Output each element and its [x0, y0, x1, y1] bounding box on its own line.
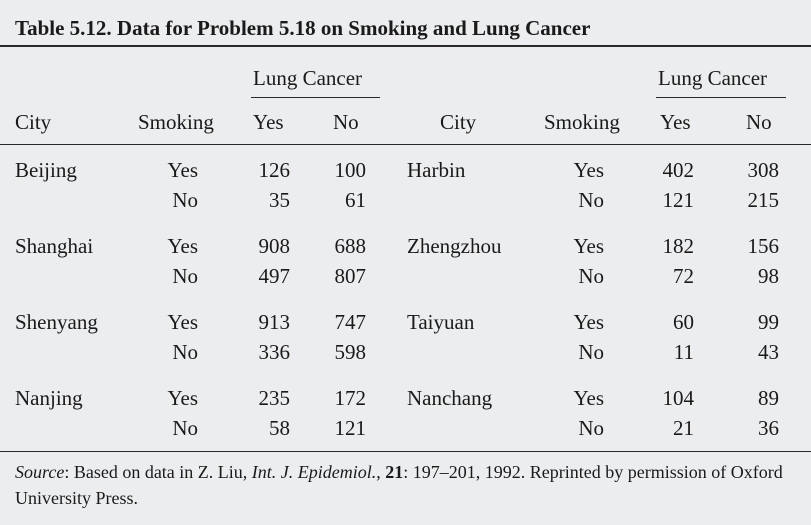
source-note: Source: Based on data in Z. Liu, Int. J.… — [15, 459, 803, 511]
city-name: Taiyuan — [407, 310, 475, 334]
lung-cancer-no-count: 89 — [758, 386, 779, 410]
smoking-value: Yes — [167, 158, 198, 182]
lung-cancer-yes-count: 21 — [673, 416, 694, 440]
lung-cancer-no-count: 308 — [747, 158, 780, 182]
lung-cancer-no-count: 172 — [334, 386, 367, 410]
table-title: Table 5.12. Data for Problem 5.18 on Smo… — [15, 16, 591, 40]
lung-cancer-no-count: 807 — [334, 264, 367, 288]
city-name: Shenyang — [15, 310, 98, 334]
city-name: Zhengzhou — [407, 234, 502, 258]
smoking-value: No — [172, 340, 198, 364]
column-smoking-right: Smoking — [544, 110, 620, 134]
smoking-value: Yes — [573, 386, 604, 410]
source-volume: 21 — [385, 462, 404, 482]
lung-cancer-yes-count: 121 — [662, 188, 695, 212]
lung-cancer-yes-count: 11 — [673, 340, 694, 364]
lung-cancer-yes-count: 235 — [258, 386, 291, 410]
lung-cancer-no-count: 43 — [758, 340, 779, 364]
city-name: Harbin — [407, 158, 466, 182]
smoking-value: No — [172, 188, 198, 212]
smoking-value: Yes — [573, 310, 604, 334]
lung-cancer-no-count: 688 — [334, 234, 367, 258]
column-no-left: No — [333, 110, 359, 134]
city-name: Nanjing — [15, 386, 83, 410]
lung-cancer-yes-count: 58 — [269, 416, 290, 440]
column-yes-left: Yes — [253, 110, 284, 134]
lung-cancer-no-count: 99 — [758, 310, 779, 334]
lung-cancer-no-count: 215 — [747, 188, 780, 212]
lung-cancer-yes-count: 908 — [258, 234, 291, 258]
lung-cancer-underline-right — [656, 97, 786, 98]
city-name: Beijing — [15, 158, 77, 182]
lung-cancer-no-count: 598 — [334, 340, 367, 364]
lung-cancer-yes-count: 336 — [258, 340, 291, 364]
lung-cancer-yes-count: 497 — [258, 264, 291, 288]
city-name: Shanghai — [15, 234, 94, 258]
lung-cancer-yes-count: 126 — [258, 158, 291, 182]
column-city-left: City — [15, 110, 52, 134]
lung-cancer-underline-left — [251, 97, 380, 98]
column-smoking-left: Smoking — [138, 110, 214, 134]
lung-cancer-yes-count: 72 — [673, 264, 694, 288]
lung-cancer-no-count: 98 — [758, 264, 779, 288]
bottom-rule — [0, 451, 811, 452]
smoking-value: Yes — [573, 158, 604, 182]
lung-cancer-no-count: 61 — [345, 188, 366, 212]
smoking-value: Yes — [167, 234, 198, 258]
lung-cancer-no-count: 100 — [334, 158, 367, 182]
source-label: Source — [15, 462, 65, 482]
smoking-value: No — [578, 340, 604, 364]
source-text-3: : 197–201, 1992. Reprinted by permission… — [15, 462, 783, 508]
lung-cancer-yes-count: 35 — [269, 188, 290, 212]
column-city-right: City — [440, 110, 477, 134]
column-no-right: No — [746, 110, 772, 134]
smoking-value: No — [578, 416, 604, 440]
lung-cancer-no-count: 121 — [334, 416, 367, 440]
smoking-value: Yes — [167, 386, 198, 410]
source-text-2: , — [376, 462, 386, 482]
smoking-value: No — [172, 264, 198, 288]
top-rule — [0, 45, 811, 47]
lung-cancer-yes-count: 913 — [258, 310, 291, 334]
smoking-value: Yes — [167, 310, 198, 334]
lung-cancer-no-count: 747 — [334, 310, 367, 334]
smoking-value: No — [578, 264, 604, 288]
smoking-value: Yes — [573, 234, 604, 258]
lung-cancer-yes-count: 402 — [662, 158, 695, 182]
lung-cancer-yes-count: 60 — [673, 310, 694, 334]
city-name: Nanchang — [407, 386, 493, 410]
smoking-value: No — [578, 188, 604, 212]
source-journal: Int. J. Epidemiol. — [251, 462, 377, 482]
lung-cancer-yes-count: 104 — [662, 386, 695, 410]
lung-cancer-yes-count: 182 — [662, 234, 695, 258]
lung-cancer-no-count: 156 — [747, 234, 780, 258]
lung-cancer-header-left: Lung Cancer — [253, 66, 363, 90]
lung-cancer-header-right: Lung Cancer — [658, 66, 768, 90]
lung-cancer-no-count: 36 — [758, 416, 779, 440]
header-rule — [0, 144, 811, 145]
column-yes-right: Yes — [660, 110, 691, 134]
source-text-1: : Based on data in Z. Liu, — [64, 462, 252, 482]
smoking-value: No — [172, 416, 198, 440]
